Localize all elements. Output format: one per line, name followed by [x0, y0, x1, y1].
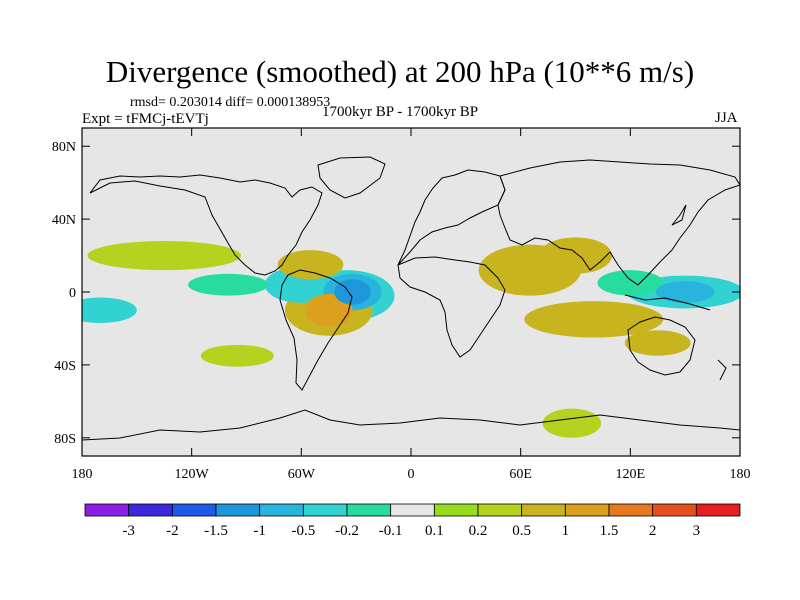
stats-line: rmsd= 0.203014 diff= 0.000138953 — [130, 95, 331, 110]
experiment-label: Expt = tFMCj-tEVTj — [82, 111, 209, 127]
divergence-anomaly-1 — [524, 301, 664, 338]
divergence-anomaly-13 — [597, 270, 664, 296]
colorbar-label: -0.1 — [379, 523, 403, 539]
coast-newzealand — [717, 359, 727, 381]
coast-antarctica — [82, 409, 740, 441]
colorbar-swatch — [652, 503, 697, 517]
x-axis: 180 120W 60W 0 60E 120E 180 — [72, 128, 751, 482]
coast-north-america — [89, 174, 323, 276]
period-label: 1700kyr BP - 1700kyr BP — [322, 104, 479, 120]
colorbar-label: 0.1 — [425, 523, 444, 539]
colorbar-swatch — [346, 503, 392, 517]
colorbar-swatch — [215, 503, 261, 517]
x-tick-label: 120W — [175, 467, 210, 482]
divergence-anomaly-12 — [542, 408, 602, 438]
y-tick-label: 40S — [54, 359, 76, 374]
x-tick-label: 180 — [730, 467, 751, 482]
colorbar-swatch — [608, 503, 654, 517]
x-tick-label: 120E — [616, 467, 646, 482]
page-title: Divergence (smoothed) at 200 hPa (10**6 … — [105, 54, 695, 89]
divergence-anomaly-7 — [538, 237, 613, 274]
colorbar-label: 3 — [693, 523, 701, 539]
coast-japan — [671, 204, 687, 226]
coast-asia — [497, 159, 740, 286]
coast-south-america — [279, 269, 353, 391]
coastlines — [82, 156, 740, 441]
divergence-anomaly-17 — [655, 281, 715, 303]
coast-indonesia — [624, 294, 711, 311]
colorbar-label: 0.2 — [469, 523, 488, 539]
colorbar-label: -2 — [166, 523, 179, 539]
coast-africa — [397, 256, 506, 358]
colorbar-label: -1.5 — [204, 523, 228, 539]
colorbar-swatch — [521, 503, 566, 517]
colorbar-swatch — [84, 503, 130, 517]
colorbar-label: 2 — [649, 523, 657, 539]
colorbar-label: -3 — [122, 523, 135, 539]
colorbar-label: 0.5 — [512, 523, 531, 539]
x-tick-label: 60W — [288, 467, 316, 482]
colorbar-label: -1 — [253, 523, 266, 539]
y-tick-label: 80N — [52, 140, 76, 155]
colorbar-swatch — [564, 503, 610, 517]
season-label: JJA — [715, 110, 738, 126]
coast-europe — [397, 169, 506, 266]
coast-australia — [627, 316, 696, 376]
y-axis: 80N 40N 0 40S 80S — [52, 140, 740, 447]
coast-greenland — [317, 156, 386, 199]
colorbar-swatch — [433, 503, 479, 517]
colorbar-swatch — [128, 503, 173, 517]
x-tick-label: 0 — [408, 467, 415, 482]
colorbar: -3 -2 -1.5 -1 -0.5 -0.2 -0.1 0.1 0.2 0.5 1 1.5 2 3 — [84, 503, 741, 539]
colorbar-swatch — [695, 503, 741, 517]
divergence-anomaly-10 — [82, 297, 137, 323]
divergence-anomaly-9 — [277, 250, 344, 280]
colorbar-label: -0.5 — [291, 523, 315, 539]
divergence-anomaly-14 — [624, 330, 691, 356]
colorbar-swatch — [302, 503, 348, 517]
colorbar-swatch — [171, 503, 217, 517]
colorbar-label: 1 — [562, 523, 570, 539]
colorbar-swatch — [477, 503, 523, 517]
x-tick-label: 60E — [509, 467, 532, 482]
colorbar-label: -0.2 — [335, 523, 359, 539]
colorbar-swatch — [259, 503, 304, 517]
divergence-anomaly-18 — [429, 171, 474, 194]
y-tick-label: 40N — [52, 213, 76, 228]
divergence-anomaly-15 — [200, 344, 274, 367]
y-tick-label: 80S — [54, 432, 76, 447]
y-tick-label: 0 — [69, 286, 76, 301]
x-tick-label: 180 — [72, 467, 93, 482]
divergence-anomaly-11 — [188, 273, 269, 296]
divergence-anomaly-19 — [334, 279, 371, 305]
colorbar-label: 1.5 — [600, 523, 619, 539]
colorbar-swatch — [390, 503, 435, 517]
divergence-field — [82, 171, 740, 438]
divergence-anomaly-4 — [87, 240, 242, 271]
divergence-anomaly-16 — [304, 293, 353, 327]
